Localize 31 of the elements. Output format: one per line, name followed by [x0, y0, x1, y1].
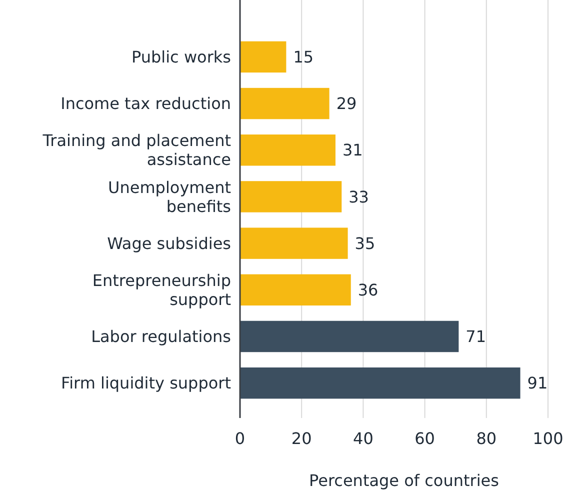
y-tick-label: Entrepreneurship support — [92, 270, 231, 309]
data-label: 15 — [293, 48, 314, 67]
bar — [240, 181, 342, 212]
data-label: 31 — [342, 140, 363, 160]
bar — [240, 41, 286, 73]
data-label: 36 — [358, 280, 378, 300]
y-tick-label: Public works — [132, 48, 231, 67]
y-tick-label: Unemployment benefits — [108, 178, 231, 216]
y-tick-label: Income tax reduction — [60, 94, 231, 114]
data-label: 29 — [336, 94, 357, 114]
data-label: 35 — [354, 234, 376, 253]
y-tick-label: Firm liquidity support — [61, 374, 231, 393]
bar — [240, 320, 459, 352]
bar — [240, 88, 330, 120]
data-label: 71 — [466, 327, 486, 346]
data-label: 33 — [348, 187, 369, 206]
bar — [240, 367, 520, 399]
x-tick-label: 0 — [234, 429, 246, 448]
x-tick-label: 60 — [414, 429, 435, 448]
y-tick-label: Training and placement assistance — [42, 131, 231, 170]
x-tick-label: 80 — [476, 429, 497, 448]
bar — [240, 274, 351, 306]
bar — [240, 228, 348, 259]
bar — [240, 134, 336, 166]
data-label: 91 — [527, 374, 548, 393]
y-tick-label: Labor regulations — [91, 327, 231, 346]
x-tick-label: 100 — [532, 429, 564, 448]
y-tick-label: Wage subsidies — [107, 234, 231, 253]
x-axis-title: Percentage of countries — [309, 471, 499, 490]
x-tick-label: 40 — [353, 429, 374, 448]
x-tick-label: 20 — [291, 429, 312, 448]
